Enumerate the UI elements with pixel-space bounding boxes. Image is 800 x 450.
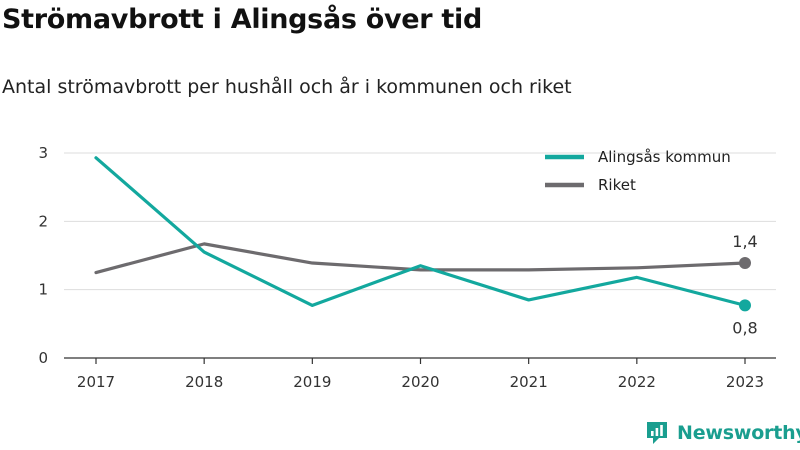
y-axis: 0 1 2 3 bbox=[38, 144, 48, 367]
y-tick-label: 1 bbox=[38, 281, 48, 299]
legend-label: Alingsås kommun bbox=[598, 148, 731, 166]
x-tick-label: 2020 bbox=[401, 373, 439, 391]
legend-label: Riket bbox=[598, 176, 636, 194]
chart-title: Strömavbrott i Alingsås över tid bbox=[2, 4, 483, 35]
legend: Alingsås kommun Riket bbox=[545, 148, 731, 194]
data-labels: 0,8 1,4 bbox=[732, 232, 757, 337]
y-tick-label: 2 bbox=[38, 212, 48, 230]
brand-logo: Newsworthy bbox=[645, 419, 800, 447]
brand-name: Newsworthy bbox=[677, 422, 800, 444]
data-label: 0,8 bbox=[732, 318, 757, 337]
y-tick-label: 3 bbox=[38, 144, 48, 162]
newsworthy-logo-icon bbox=[647, 422, 667, 444]
series-line bbox=[94, 156, 747, 307]
series-end-point bbox=[739, 299, 751, 312]
grid-lines bbox=[64, 152, 776, 291]
chart-subtitle: Antal strömavbrott per hushåll och år i … bbox=[2, 76, 572, 98]
x-tick-label: 2018 bbox=[185, 373, 223, 391]
data-label: 1,4 bbox=[732, 232, 757, 251]
x-tick-label: 2022 bbox=[618, 373, 656, 391]
x-tick-label: 2019 bbox=[293, 373, 331, 391]
x-tick-label: 2021 bbox=[510, 373, 548, 391]
series-line bbox=[94, 242, 747, 275]
y-tick-label: 0 bbox=[38, 349, 48, 367]
series-end-point bbox=[739, 257, 751, 270]
series-lines bbox=[94, 156, 751, 312]
x-tick-label: 2017 bbox=[77, 373, 115, 391]
x-tick-label: 2023 bbox=[726, 373, 764, 391]
x-axis-labels: 2017 2018 2019 2020 2021 2022 2023 bbox=[77, 358, 764, 391]
